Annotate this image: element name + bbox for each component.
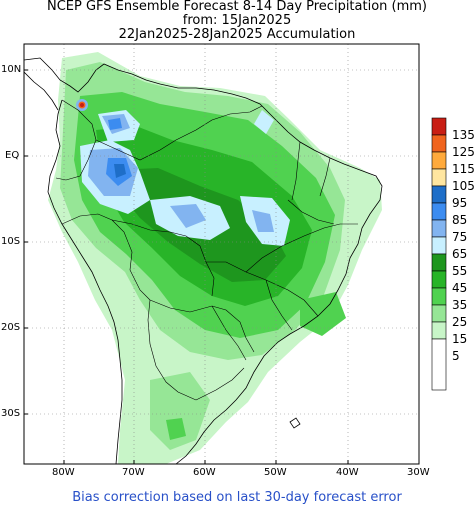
legend-swatch-35	[431, 287, 447, 306]
lon-label-50w: 50W	[264, 467, 287, 478]
legend-swatch-85	[431, 202, 447, 221]
lon-label-70w: 70W	[122, 467, 145, 478]
legend-label-35: 35	[452, 298, 468, 312]
coastlines	[24, 57, 383, 464]
legend-swatch-65	[431, 236, 447, 255]
map-title-line2: from: 15Jan2025	[182, 13, 292, 28]
plot-frame	[23, 43, 420, 465]
legend-label-65: 65	[452, 247, 468, 261]
lat-label-eq: EQ	[5, 150, 20, 161]
legend-swatch-115	[431, 151, 447, 170]
lon-label-60w: 60W	[193, 467, 216, 478]
legend-label-55: 55	[452, 264, 468, 278]
legend-label-105: 105	[452, 179, 474, 193]
lon-label-30w: 30W	[407, 467, 430, 478]
legend-label-45: 45	[452, 281, 468, 295]
axis-ticks	[24, 69, 420, 464]
lat-label-20s: 20S	[1, 322, 21, 333]
legend-swatch-15	[431, 321, 447, 340]
legend-swatch-45	[431, 270, 447, 289]
band-135	[80, 103, 84, 107]
map-title-line1: NCEP GFS Ensemble Forecast 8-14 Day Prec…	[46, 0, 427, 14]
legend-swatch-135	[431, 117, 447, 136]
legend-label-5: 5	[452, 349, 460, 363]
lat-label-10n: 10N	[1, 64, 22, 75]
band-95	[114, 164, 126, 178]
legend-label-95: 95	[452, 196, 468, 210]
country-borders	[55, 99, 358, 401]
legend-swatch-55	[431, 253, 447, 272]
legend-label-135: 135	[452, 128, 474, 142]
legend-label-85: 85	[452, 213, 468, 227]
legend-swatch-125	[431, 134, 447, 153]
legend-swatch-25	[431, 304, 447, 323]
legend-label-125: 125	[452, 145, 474, 159]
legend-label-25: 25	[452, 315, 468, 329]
lat-label-10s: 10S	[1, 236, 21, 247]
bias-correction-note: Bias correction based on last 30-day for…	[72, 490, 402, 505]
legend-label-75: 75	[452, 230, 468, 244]
legend-label-15: 15	[452, 332, 468, 346]
legend-color-bar	[431, 117, 447, 391]
legend-label-115: 115	[452, 162, 474, 176]
precipitation-field	[48, 52, 382, 464]
map-title-line3: 22Jan2025-28Jan2025 Accumulation	[118, 27, 356, 42]
legend-swatch-5	[431, 338, 447, 391]
legend-swatch-95	[431, 185, 447, 204]
legend-swatch-105	[431, 168, 447, 187]
legend-swatch-75	[431, 219, 447, 238]
lat-label-30s: 30S	[1, 408, 21, 419]
lon-label-40w: 40W	[336, 467, 359, 478]
lon-label-80w: 80W	[52, 467, 75, 478]
